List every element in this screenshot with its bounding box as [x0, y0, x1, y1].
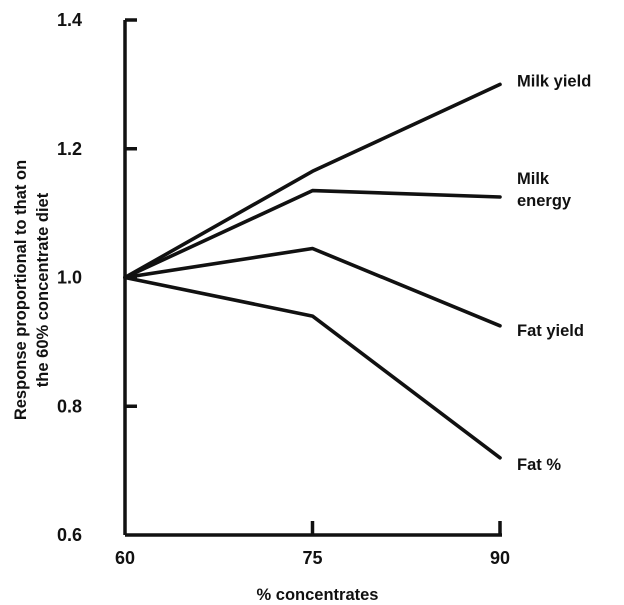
x-axis-title: % concentrates — [257, 586, 379, 604]
series-labels: Milk yield Milk energy Fat yield Fat % — [517, 72, 591, 473]
series-line-milk-yield — [123, 82, 502, 280]
series-line-fat — [123, 275, 502, 460]
y-tick-label: 0.8 — [57, 396, 82, 416]
series-label: Fat yield — [517, 322, 584, 340]
series-label: Milk — [517, 170, 550, 188]
series-label: Milk yield — [517, 72, 591, 90]
x-tick-label: 75 — [302, 548, 322, 568]
series-line-fat-yield — [123, 246, 502, 328]
series-label: Fat % — [517, 456, 561, 474]
series-lines — [123, 82, 502, 460]
y-tick-label: 1.2 — [57, 139, 82, 159]
y-ticks: 1.4 1.2 1.0 0.8 0.6 — [57, 10, 137, 545]
x-ticks: 60 75 90 — [115, 521, 510, 568]
series-line-milk-energy — [123, 188, 502, 280]
y-axis-title-line-2: the 60% concentrate diet — [34, 192, 52, 387]
y-tick-label: 1.0 — [57, 268, 82, 288]
x-tick-label: 60 — [115, 548, 135, 568]
series-label: energy — [517, 192, 572, 210]
x-tick-label: 90 — [490, 548, 510, 568]
axes — [123, 20, 502, 537]
y-axis-title-line-1: Response proportional to that on — [12, 160, 30, 420]
y-tick-label: 1.4 — [57, 10, 82, 30]
y-tick-label: 0.6 — [57, 525, 82, 545]
